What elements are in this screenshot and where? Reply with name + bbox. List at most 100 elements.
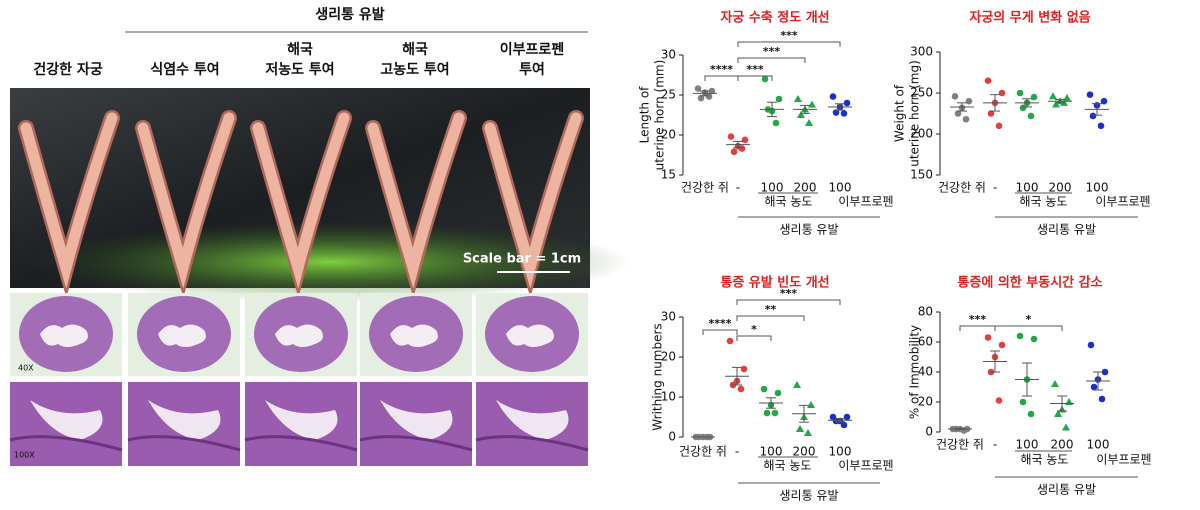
lumen — [496, 400, 569, 440]
x-tick-label: 건강한 쥐 — [679, 445, 727, 459]
data-point — [808, 100, 816, 108]
group-label: 이부프로펜 — [838, 195, 893, 209]
data-point — [804, 429, 812, 436]
data-point — [796, 425, 804, 432]
x-tick-label: 100 — [760, 445, 783, 459]
group-header: 이부프로펜 — [500, 41, 565, 58]
x-tick-label: 100 — [1016, 438, 1039, 452]
data-point — [962, 115, 970, 123]
data-point — [840, 110, 848, 117]
data-point — [843, 99, 851, 107]
y-axis-label: Writhing numbers — [651, 323, 665, 430]
data-point — [987, 110, 995, 117]
tissue-detail — [475, 435, 589, 452]
group-label: 이부프로펜 — [1096, 453, 1151, 467]
data-point — [708, 87, 716, 95]
data-point — [998, 341, 1006, 349]
x-tick-label: 100 — [829, 181, 852, 195]
significance-label: **** — [708, 317, 731, 330]
group-label: 해국 농도 — [1020, 195, 1068, 209]
scale-bar-label: Scale bar = 1cm — [463, 252, 581, 267]
data-point — [1100, 97, 1108, 105]
data-point — [1087, 341, 1095, 349]
significance-label: *** — [780, 29, 798, 42]
data-point — [1030, 93, 1038, 101]
significance-label: *** — [746, 63, 764, 76]
y-tick-label: 0 — [925, 425, 933, 439]
y-tick-label: 10 — [661, 390, 676, 404]
data-point — [843, 413, 851, 421]
data-point — [807, 401, 815, 408]
significance-bracket — [704, 75, 739, 81]
group-header: 건강한 자궁 — [33, 61, 102, 78]
y-axis-label: Weight of — [893, 84, 907, 142]
tissue-detail — [9, 435, 123, 452]
data-point — [705, 93, 713, 100]
data-point — [1052, 100, 1060, 108]
significance-bracket — [736, 299, 841, 305]
x-tick-label: 200 — [794, 181, 817, 195]
data-point — [774, 389, 782, 397]
lumen — [40, 324, 88, 347]
x-tick-label: 100 — [761, 181, 784, 195]
data-point — [954, 110, 962, 117]
x-tick-label: 건강한 쥐 — [936, 438, 984, 452]
figure-title: 생리통 유발 — [315, 6, 384, 23]
data-point — [697, 94, 705, 102]
data-point — [793, 381, 801, 388]
group-header: 저농도 투여 — [265, 61, 334, 78]
data-point — [1049, 92, 1057, 100]
y-tick-label: 30 — [661, 310, 676, 324]
y-tick-label: 80 — [918, 305, 933, 319]
significance-label: *** — [763, 45, 781, 58]
lumen — [148, 400, 221, 440]
data-point — [1016, 332, 1024, 340]
data-point — [1030, 335, 1038, 343]
histology — [9, 293, 589, 466]
data-point — [1101, 368, 1109, 376]
data-point — [1019, 398, 1027, 406]
significance-label: * — [751, 323, 757, 336]
data-point — [995, 122, 1003, 130]
data-point — [740, 365, 748, 373]
data-point — [1019, 104, 1027, 112]
data-point — [1097, 122, 1105, 130]
y-tick-label: 200 — [910, 127, 933, 141]
lumen — [158, 324, 206, 347]
significance-bracket — [736, 315, 805, 321]
y-tick-label: 60 — [918, 335, 933, 349]
group-label: 해국 농도 — [764, 459, 812, 473]
uterus — [484, 112, 582, 289]
data-point — [761, 75, 769, 83]
x-tick-label: 100 — [1086, 181, 1109, 195]
uterus — [252, 112, 350, 289]
data-point — [1089, 112, 1097, 120]
data-point — [726, 337, 734, 345]
data-point — [984, 77, 992, 84]
x-tick-label: - — [993, 438, 997, 452]
magnification-label: 100X — [14, 451, 35, 460]
x-tick-label: 100 — [829, 445, 852, 459]
y-axis-label: % of Immobility — [908, 325, 922, 419]
significance-bracket — [737, 41, 841, 47]
data-point — [794, 95, 802, 102]
data-point — [797, 111, 805, 118]
x-tick-label: 건강한 쥐 — [681, 181, 729, 195]
significance-bracket — [736, 335, 772, 341]
data-point — [741, 136, 749, 144]
chart-title: 통증 유발 빈도 개선 — [720, 275, 829, 291]
significance-label: ** — [765, 303, 777, 316]
data-point — [832, 417, 840, 425]
data-point — [694, 85, 702, 92]
y-axis-label: uterine horn (mg) — [908, 60, 922, 167]
y-tick-label: 15 — [661, 168, 676, 182]
group-header: 투여 — [519, 61, 545, 78]
y-tick-label: 250 — [910, 86, 933, 100]
data-point — [829, 93, 837, 100]
significance-label: * — [1026, 313, 1032, 326]
chart-title: 통증에 의한 부동시간 감소 — [957, 275, 1102, 291]
y-tick-label: 300 — [910, 45, 933, 59]
data-point — [1054, 410, 1062, 417]
x-tick-label: 200 — [793, 445, 816, 459]
